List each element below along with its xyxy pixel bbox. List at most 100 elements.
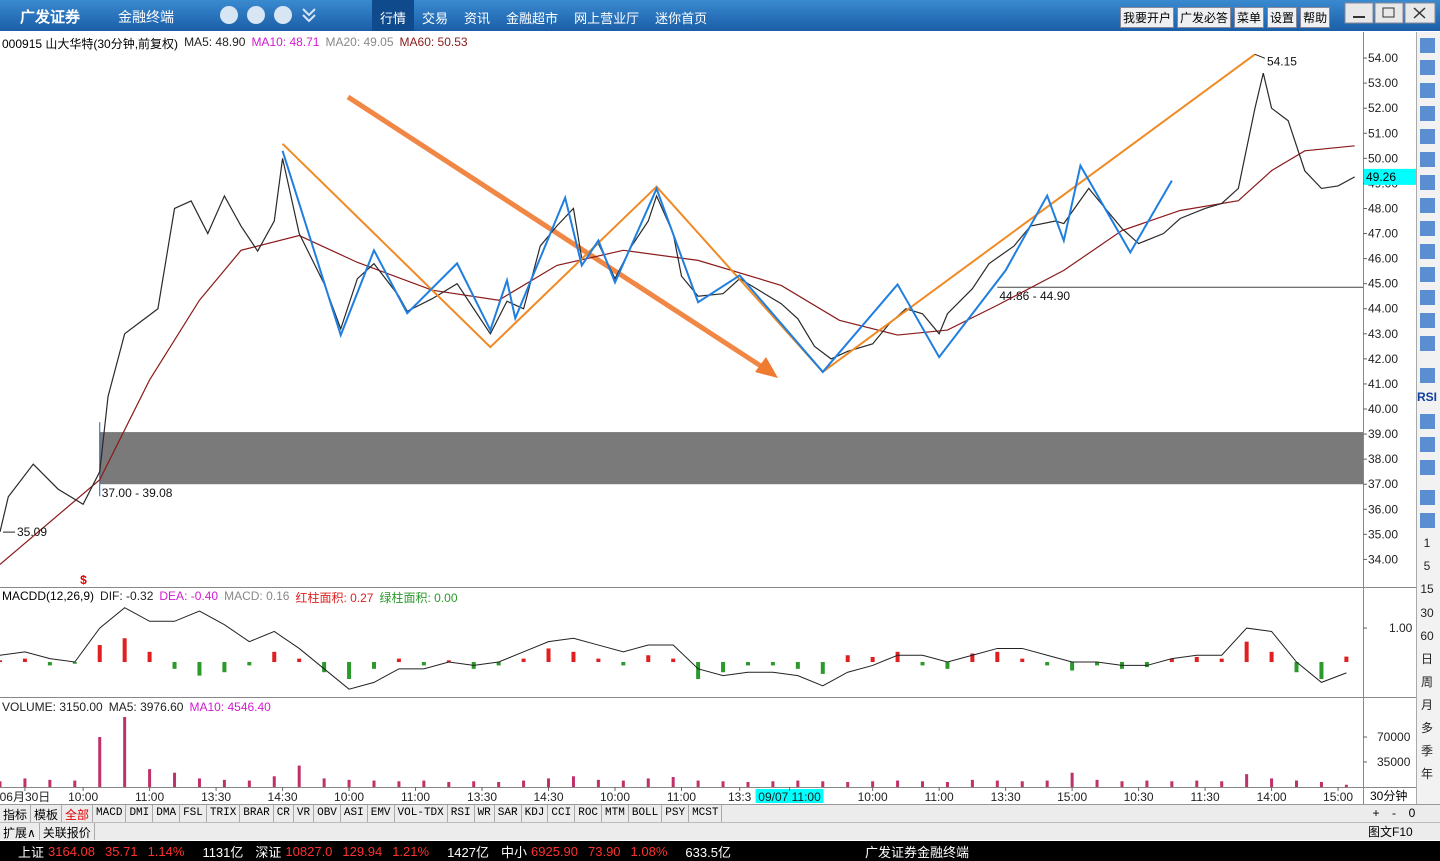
indicator-tab[interactable]: VOL-TDX <box>395 805 448 823</box>
low-label: 35.09 <box>17 525 47 539</box>
zoom-button[interactable]: 0 <box>1408 806 1416 820</box>
indicator-tab[interactable]: OBV <box>314 805 341 823</box>
indicator-label: MA5: 48.90 <box>184 35 246 49</box>
indicator-tabs: 指标 模板 全部 MACD DMI DMA FSL TRIX BRAR CR VR OBV ASI EMV… <box>0 804 1440 823</box>
indicator-tab[interactable]: MTM <box>602 805 629 823</box>
indicator-tab[interactable]: MACD <box>93 805 127 823</box>
back-icon[interactable] <box>247 6 265 24</box>
indicator-tab[interactable]: SAR <box>495 805 522 823</box>
volume-bar <box>596 779 600 787</box>
indicator-tab[interactable]: 模板 <box>31 805 63 823</box>
side-icon[interactable] <box>1420 129 1435 144</box>
indicator-tab[interactable]: 全部 <box>62 805 94 823</box>
extra-tab[interactable]: 扩展∧ <box>0 823 40 840</box>
side-icon[interactable] <box>1420 290 1435 305</box>
zoom-button[interactable]: + <box>1372 806 1380 820</box>
side-icon[interactable] <box>1420 198 1435 213</box>
side-icon[interactable] <box>1420 267 1435 282</box>
period-button: 年 <box>1421 767 1433 781</box>
indicator-tab[interactable]: TRIX <box>207 805 241 823</box>
indicator-tab[interactable]: KDJ <box>522 805 549 823</box>
top-button[interactable]: 菜单 <box>1234 7 1265 28</box>
side-icon[interactable] <box>1420 414 1435 429</box>
top-button[interactable]: 设置 <box>1267 7 1298 28</box>
side-icon[interactable] <box>1420 83 1435 98</box>
indicator-tab[interactable]: ROC <box>575 805 603 823</box>
side-icon[interactable] <box>1420 38 1435 53</box>
indicator-tab[interactable]: CCI <box>548 805 576 823</box>
collapse-icon[interactable] <box>302 8 316 23</box>
y-tick-label: 70000 <box>1377 730 1411 744</box>
macd-bar <box>147 651 152 663</box>
indicator-tab[interactable]: BOLL <box>629 805 663 823</box>
indicator-tab[interactable]: WR <box>475 805 495 823</box>
f10-button[interactable]: 图文F10 <box>1368 825 1413 839</box>
index-amount: 1131亿 <box>202 844 244 860</box>
macd-bar <box>1045 662 1050 666</box>
indicator-tab[interactable]: MCST <box>689 805 723 823</box>
y-tick-label: 35.00 <box>1368 527 1398 541</box>
menu-item[interactable]: 资讯 <box>464 11 491 26</box>
side-icon[interactable] <box>1420 244 1435 259</box>
side-icon[interactable] <box>1420 437 1435 452</box>
extra-tab[interactable]: 关联报价 <box>40 823 95 840</box>
indicator-tab[interactable]: ASI <box>341 805 368 823</box>
indicator-tab[interactable]: EMV <box>368 805 395 823</box>
indicator-tab[interactable]: DMA <box>153 805 181 823</box>
zoom-button[interactable]: - <box>1392 806 1396 820</box>
indicator-tab[interactable]: PSY <box>662 805 690 823</box>
volume-bar <box>272 776 276 787</box>
indicator-tab[interactable]: FSL <box>180 805 207 823</box>
indicator-tab[interactable]: DMI <box>126 805 154 823</box>
y-tick-label: 38.00 <box>1368 452 1398 466</box>
indicator-tab[interactable]: BRAR <box>240 805 274 823</box>
side-icon[interactable] <box>1420 336 1435 351</box>
side-icon[interactable] <box>1420 106 1435 121</box>
x-tick-label: 13:30 <box>201 790 231 804</box>
side-icon[interactable] <box>1420 152 1435 167</box>
menu-item[interactable]: 交易 <box>422 11 449 26</box>
zoom-controls: + -0 <box>1367 806 1421 820</box>
macd-bar <box>696 662 701 680</box>
side-icon[interactable] <box>1420 513 1435 528</box>
macd-label: 绿柱面积: 0.00 <box>379 591 458 605</box>
macd-label: MACD: 0.16 <box>224 589 290 603</box>
volume-bar <box>846 782 850 787</box>
y-tick-label: 53.00 <box>1368 76 1398 90</box>
side-icon[interactable] <box>1420 313 1435 328</box>
volume-bar <box>0 781 2 787</box>
volume-bar <box>746 782 750 787</box>
side-icon[interactable] <box>1420 490 1435 505</box>
indicator-tab[interactable]: RSI <box>448 805 475 823</box>
top-button[interactable]: 我要开户 <box>1120 7 1175 28</box>
side-icon[interactable] <box>1420 368 1435 383</box>
macd-bar <box>322 662 327 673</box>
indicator-tab[interactable]: 指标 <box>0 805 32 823</box>
menu-item[interactable]: 网上营业厅 <box>574 11 640 26</box>
period-button: 季 <box>1421 744 1433 758</box>
indicator-tab[interactable]: CR <box>274 805 294 823</box>
y-tick-label: 51.00 <box>1368 126 1398 140</box>
y-tick-label: 37.00 <box>1368 477 1398 491</box>
index-amount: 633.5亿 <box>685 844 731 860</box>
top-buttons: 我要开户 广发必答 菜单 设置 帮助 <box>1120 7 1331 28</box>
x-tick-label: 11:00 <box>925 790 954 804</box>
maximize[interactable] <box>1374 2 1404 24</box>
indicator-tab[interactable]: VR <box>294 805 315 823</box>
minimize[interactable] <box>1344 2 1374 24</box>
top-button[interactable]: 广发必答 <box>1177 7 1232 28</box>
menu-item[interactable]: 金融超市 <box>506 11 559 26</box>
menu-item[interactable]: 行情 <box>372 0 415 31</box>
volume-label: MA5: 3976.60 <box>108 700 184 714</box>
volume-bar <box>796 780 800 787</box>
forward-icon[interactable] <box>274 6 292 24</box>
macd-bar <box>870 656 875 663</box>
side-icon[interactable] <box>1420 221 1435 236</box>
menu-item[interactable]: 迷你首页 <box>655 11 708 26</box>
top-button[interactable]: 帮助 <box>1300 7 1331 28</box>
side-icon[interactable] <box>1420 175 1435 190</box>
home-icon[interactable] <box>220 6 238 24</box>
volume-bar <box>522 780 526 787</box>
side-icon[interactable] <box>1420 460 1435 475</box>
side-icon[interactable] <box>1420 60 1435 75</box>
